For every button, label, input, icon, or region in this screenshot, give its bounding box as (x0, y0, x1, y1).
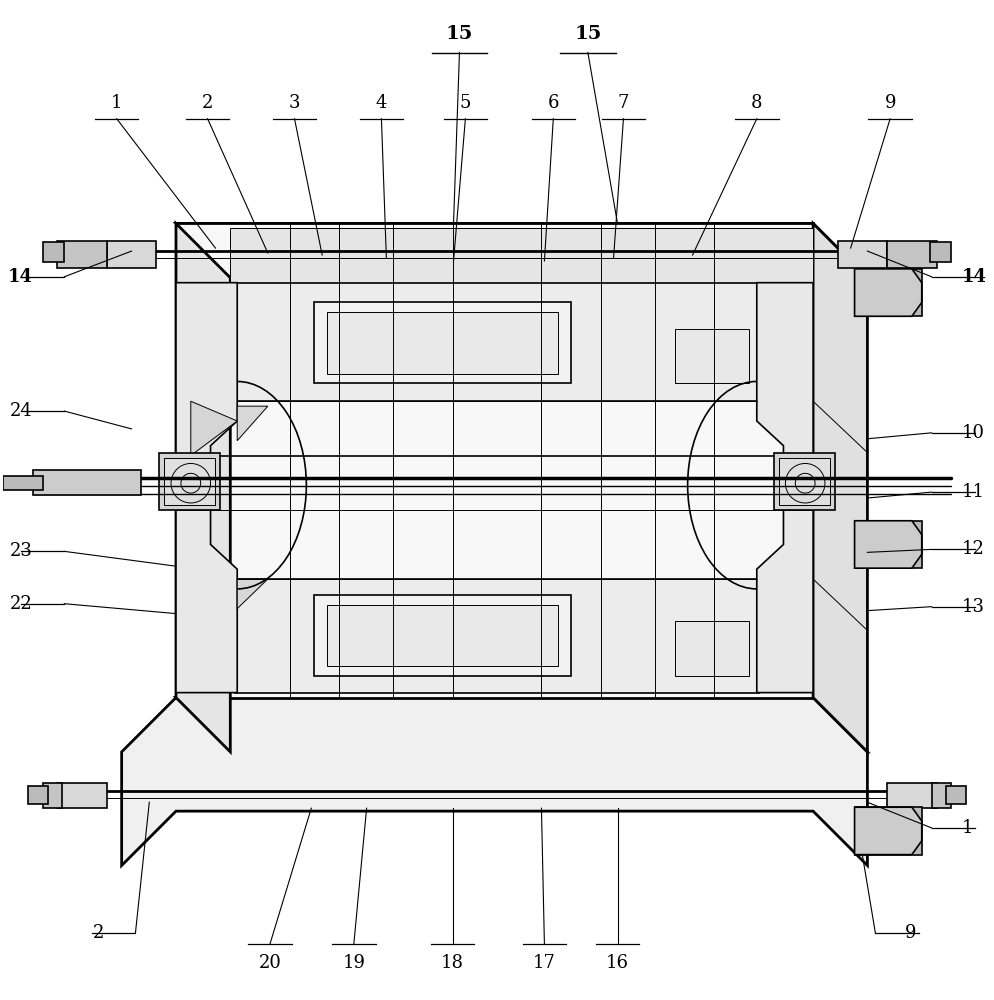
Text: 15: 15 (575, 25, 601, 43)
Text: 17: 17 (533, 954, 556, 972)
Polygon shape (33, 470, 141, 495)
Text: 14: 14 (961, 268, 986, 286)
Text: 2: 2 (202, 94, 214, 112)
Bar (314, 302, 572, 383)
Text: 7: 7 (617, 94, 629, 112)
Polygon shape (176, 223, 813, 698)
Polygon shape (238, 406, 267, 441)
Text: 19: 19 (342, 954, 365, 972)
Text: 8: 8 (751, 94, 762, 112)
Text: 11: 11 (961, 483, 984, 501)
Polygon shape (756, 283, 813, 693)
Text: 5: 5 (459, 94, 471, 112)
Text: 10: 10 (961, 424, 984, 442)
Polygon shape (773, 453, 835, 510)
Text: 16: 16 (606, 954, 629, 972)
Polygon shape (121, 698, 868, 865)
Polygon shape (191, 401, 238, 456)
Polygon shape (778, 458, 830, 505)
Text: 18: 18 (441, 954, 464, 972)
Text: 1: 1 (111, 94, 122, 112)
Polygon shape (3, 476, 43, 490)
Text: 23: 23 (10, 542, 33, 560)
Bar (855, 521, 921, 568)
Bar (236, 283, 758, 401)
Polygon shape (176, 698, 868, 752)
Polygon shape (159, 453, 221, 510)
Text: 24: 24 (10, 402, 33, 420)
Bar (675, 329, 748, 383)
Polygon shape (58, 783, 106, 808)
Polygon shape (838, 241, 888, 268)
Polygon shape (176, 223, 231, 752)
Text: 3: 3 (288, 94, 300, 112)
Text: 15: 15 (445, 25, 473, 43)
Bar (946, 786, 966, 804)
Bar (855, 807, 921, 855)
Text: 20: 20 (258, 954, 281, 972)
Polygon shape (931, 783, 951, 808)
Bar (314, 595, 572, 676)
Polygon shape (855, 269, 921, 316)
Text: 22: 22 (10, 595, 33, 613)
Text: 13: 13 (961, 598, 984, 616)
Bar (28, 786, 48, 804)
Polygon shape (855, 521, 921, 568)
Polygon shape (238, 579, 267, 609)
Text: 9: 9 (885, 94, 896, 112)
Polygon shape (164, 458, 216, 505)
Text: 12: 12 (961, 540, 984, 558)
Bar (236, 579, 758, 693)
Polygon shape (855, 807, 921, 855)
Polygon shape (176, 283, 238, 693)
Polygon shape (106, 241, 156, 268)
Text: 14: 14 (8, 268, 33, 286)
Bar (43, 242, 65, 262)
Text: 2: 2 (92, 924, 103, 942)
Text: 1: 1 (961, 819, 973, 837)
Bar (327, 312, 559, 374)
Polygon shape (58, 241, 106, 268)
Polygon shape (813, 223, 868, 752)
Bar (855, 269, 921, 316)
Text: 9: 9 (905, 924, 916, 942)
Bar (231, 228, 813, 283)
Bar (327, 605, 559, 666)
Polygon shape (176, 223, 868, 278)
Polygon shape (43, 783, 63, 808)
Polygon shape (888, 783, 936, 808)
Text: 6: 6 (548, 94, 559, 112)
Bar (929, 242, 951, 262)
Text: 4: 4 (376, 94, 387, 112)
Polygon shape (888, 241, 936, 268)
Bar (675, 621, 748, 676)
